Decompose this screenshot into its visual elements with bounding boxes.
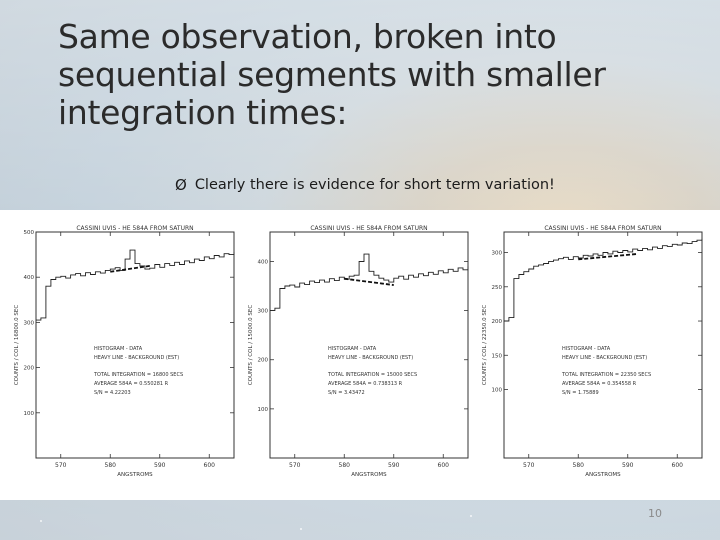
y-tick-label: 200	[24, 366, 35, 372]
annotation: AVERAGE 584A = 0.550281 R	[94, 381, 169, 387]
annotation: S/N = 3.43472	[328, 390, 365, 396]
spectrum-panel-3: CASSINI UVIS - HE 584A FROM SATURN 570 580…	[478, 220, 710, 490]
background-line-series	[578, 253, 638, 261]
x-tick-label: 600	[672, 462, 684, 469]
bullet-item: Ø Clearly there is evidence for short te…	[175, 176, 695, 194]
bullet-text: Clearly there is evidence for short term…	[194, 177, 555, 193]
x-tick-label: 570	[55, 462, 67, 469]
legend-entry: HEAVY LINE - BACKGROUND (EST)	[328, 355, 413, 361]
plot-strip: CASSINI UVIS - HE 584A FROM SATURN 570 580…	[0, 210, 720, 500]
y-tick-label: 400	[258, 259, 269, 265]
chart-title: CASSINI UVIS - HE 584A FROM SATURN	[76, 225, 193, 232]
x-tick-label: 580	[573, 462, 585, 469]
title-line-3: integration times:	[58, 93, 348, 132]
y-tick-label: 100	[24, 411, 35, 417]
y-tick-label: 250	[492, 285, 503, 291]
legend-entry: HISTOGRAM - DATA	[328, 346, 377, 352]
spectrum-panel-1: CASSINI UVIS - HE 584A FROM SATURN 570 580…	[10, 220, 242, 490]
plot-frame	[35, 231, 235, 459]
y-axis-label: COUNTS / COL / 16800.0 SEC	[14, 305, 20, 386]
slide-title: Same observation, broken into sequential…	[58, 18, 658, 132]
background-star	[300, 528, 302, 530]
chart-title: CASSINI UVIS - HE 584A FROM SATURN	[310, 225, 427, 232]
y-tick-label: 200	[492, 319, 503, 325]
y-tick-label: 300	[258, 309, 269, 315]
annotation: AVERAGE 584A = 0.738313 R	[328, 381, 403, 387]
background-star	[40, 520, 42, 522]
y-tick-label: 200	[258, 358, 269, 364]
x-tick-label: 580	[339, 462, 351, 469]
legend-entry: HISTOGRAM - DATA	[562, 346, 611, 352]
y-tick-label: 150	[492, 353, 503, 359]
y-axis-label: COUNTS / COL / 15000.0 SEC	[248, 305, 254, 386]
chart-title: CASSINI UVIS - HE 584A FROM SATURN	[544, 225, 661, 232]
annotation: AVERAGE 584A = 0.354558 R	[562, 381, 637, 387]
annotation: S/N = 4.22203	[94, 390, 131, 396]
x-tick-label: 590	[154, 462, 166, 469]
y-tick-label: 500	[24, 230, 35, 236]
y-tick-label: 100	[258, 407, 269, 413]
y-axis-label: COUNTS / COL / 22350.0 SEC	[482, 305, 488, 386]
legend-entry: HISTOGRAM - DATA	[94, 346, 143, 352]
legend-entry: HEAVY LINE - BACKGROUND (EST)	[562, 355, 647, 361]
x-tick-label: 570	[523, 462, 535, 469]
spectrum-panel-2: CASSINI UVIS - HE 584A FROM SATURN 570 580…	[244, 220, 476, 490]
annotation: TOTAL INTEGRATION = 16800 SECS	[93, 372, 183, 378]
x-tick-label: 600	[204, 462, 216, 469]
legend-entry: HEAVY LINE - BACKGROUND (EST)	[94, 355, 179, 361]
histogram-series	[270, 253, 469, 312]
x-tick-label: 600	[438, 462, 450, 469]
x-tick-label: 590	[388, 462, 400, 469]
histogram-series	[36, 249, 235, 321]
spectrum-chart-1: CASSINI UVIS - HE 584A FROM SATURN 570 580…	[14, 225, 235, 478]
bullet-arrow-icon: Ø	[175, 176, 187, 194]
plot-frame	[269, 231, 469, 459]
y-tick-label: 100	[492, 388, 503, 394]
title-line-2: sequential segments with smaller	[58, 55, 606, 94]
x-axis-label: ANGSTROMS	[351, 472, 387, 478]
histogram-series	[504, 238, 703, 322]
background-star	[470, 515, 472, 517]
background-line-series	[110, 265, 150, 273]
page-number: 10	[648, 507, 662, 520]
x-tick-label: 590	[622, 462, 634, 469]
title-line-1: Same observation, broken into	[58, 17, 557, 56]
x-tick-label: 570	[289, 462, 301, 469]
y-tick-label: 300	[24, 320, 35, 326]
annotation: TOTAL INTEGRATION = 15000 SECS	[327, 372, 417, 378]
x-axis-label: ANGSTROMS	[117, 472, 153, 478]
background-line-series	[344, 277, 394, 286]
plot-frame	[503, 231, 703, 459]
spectrum-chart-2: CASSINI UVIS - HE 584A FROM SATURN 570 580…	[248, 225, 469, 478]
annotation: S/N = 1.75889	[562, 390, 599, 396]
annotation: TOTAL INTEGRATION = 22350 SECS	[561, 372, 651, 378]
spectrum-chart-3: CASSINI UVIS - HE 584A FROM SATURN 570 580…	[482, 225, 703, 478]
y-tick-label: 400	[24, 275, 35, 281]
y-tick-label: 300	[492, 251, 503, 257]
x-tick-label: 580	[105, 462, 117, 469]
x-axis-label: ANGSTROMS	[585, 472, 621, 478]
